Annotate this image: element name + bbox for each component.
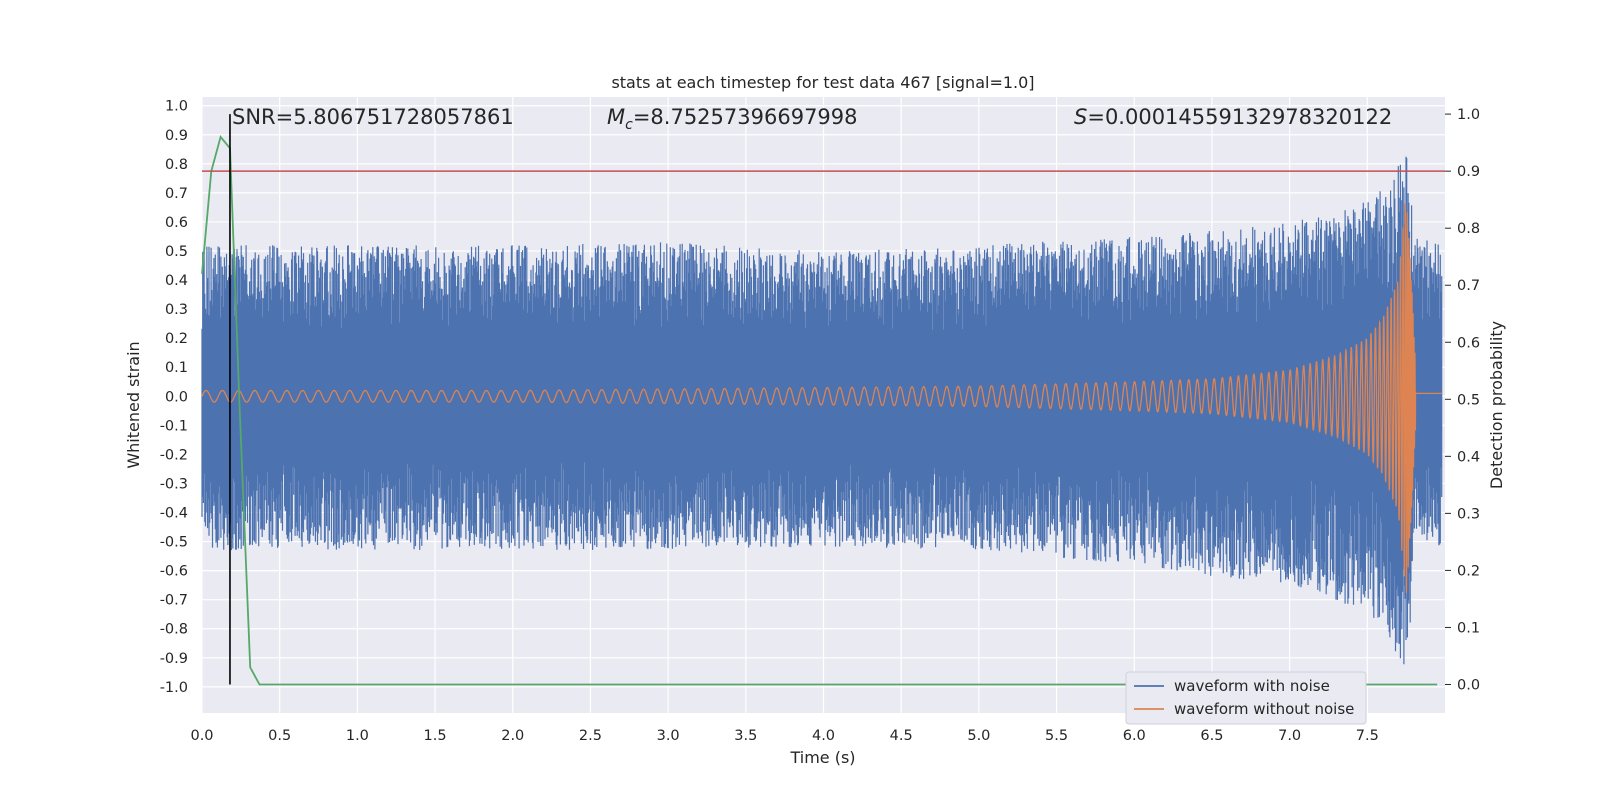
y-tick-label: 0.4 — [165, 273, 188, 289]
waveform-with-noise-series — [201, 156, 1443, 665]
chirp-mass-symbol: M — [607, 105, 625, 129]
x-tick-label: 0.5 — [268, 728, 291, 744]
y2-tick-label: 0.4 — [1457, 449, 1480, 465]
y-tick-label: -0.4 — [160, 506, 188, 522]
legend-box — [1125, 671, 1367, 725]
y-tick-label: 0.6 — [165, 215, 188, 231]
s-value: =0.00014559132978320122 — [1087, 105, 1392, 129]
s-annotation: S=0.00014559132978320122 — [1074, 105, 1392, 129]
y-tick-label: -0.7 — [160, 593, 188, 609]
y2-tick-label: 0.5 — [1457, 392, 1480, 408]
x-axis-label: Time (s) — [789, 748, 855, 767]
y2-tick-label: 0.0 — [1457, 677, 1480, 693]
x-tick-label: 2.0 — [501, 728, 524, 744]
y2-tick-label: 0.2 — [1457, 563, 1480, 579]
y2-tick-label: 0.6 — [1457, 335, 1480, 351]
legend-label-clean: waveform without noise — [1174, 700, 1354, 718]
y-tick-label: -0.9 — [160, 651, 188, 667]
x-tick-label: 2.5 — [579, 728, 602, 744]
y-tick-label: 0.7 — [165, 186, 188, 202]
y-tick-label: -0.5 — [160, 535, 188, 551]
legend-label-noise: waveform with noise — [1174, 677, 1330, 695]
y-tick-label: 0.2 — [165, 331, 188, 347]
x-tick-label: 5.5 — [1045, 728, 1068, 744]
y-tick-label: -0.2 — [160, 447, 188, 463]
x-axis-ticks: 0.0 0.5 1.0 1.5 2.0 2.5 3.0 3.5 4.0 4.5 5.0 5.5 6.0 6… — [190, 728, 1378, 744]
y-tick-label: 0.1 — [165, 360, 188, 376]
x-tick-label: 7.0 — [1278, 728, 1301, 744]
chirp-mass-value: =8.75257396697998 — [633, 105, 858, 129]
snr-annotation: SNR=5.806751728057861 — [232, 105, 514, 129]
x-tick-label: 6.0 — [1123, 728, 1146, 744]
waveform-without-noise-line — [201, 203, 1442, 593]
y-tick-label: 1.0 — [165, 99, 188, 115]
y-tick-label: 0.5 — [165, 244, 188, 260]
y-axis-label: Whitened strain — [124, 341, 143, 468]
reference-lines — [202, 114, 1445, 685]
y-tick-label: -0.1 — [160, 418, 188, 434]
y-tick-label: -1.0 — [160, 680, 188, 696]
chirp-mass-subscript: c — [625, 117, 633, 133]
y2-tick-label: 0.3 — [1457, 506, 1480, 522]
y2-tick-label: 1.0 — [1457, 107, 1480, 123]
y-tick-label: -0.6 — [160, 564, 188, 580]
y-tick-label: -0.8 — [160, 622, 188, 638]
y2-tick-label: 0.9 — [1457, 164, 1480, 180]
x-tick-label: 3.0 — [657, 728, 680, 744]
y2-axis-ticks: 1.0 0.9 0.8 0.7 0.6 0.5 0.4 0.3 0.2 0.1 0.0 — [1445, 107, 1480, 693]
x-tick-label: 7.5 — [1356, 728, 1379, 744]
waveform-without-noise-series — [201, 203, 1442, 593]
y2-tick-label: 0.8 — [1457, 221, 1480, 237]
x-tick-label: 4.5 — [890, 728, 913, 744]
x-tick-label: 3.5 — [734, 728, 757, 744]
x-tick-label: 1.0 — [346, 728, 369, 744]
y-tick-label: 0.9 — [165, 128, 188, 144]
y-tick-label: 0.0 — [165, 389, 188, 405]
chart-title: stats at each timestep for test data 467… — [611, 73, 1034, 92]
y2-tick-label: 0.1 — [1457, 620, 1480, 636]
legend: waveform with noise waveform without noi… — [1125, 671, 1367, 725]
chirp-mass-annotation: Mc=8.75257396697998 — [607, 105, 858, 133]
y2-axis-label: Detection probability — [1487, 321, 1506, 489]
x-tick-label: 4.0 — [812, 728, 835, 744]
waveform-with-noise-line — [201, 156, 1443, 665]
y2-tick-label: 0.7 — [1457, 278, 1480, 294]
detection-probability-series — [201, 134, 1438, 686]
x-tick-label: 6.5 — [1200, 728, 1223, 744]
x-tick-label: 0.0 — [190, 728, 213, 744]
x-tick-label: 5.0 — [967, 728, 990, 744]
s-symbol: S — [1074, 105, 1087, 129]
detection-probability-line — [201, 134, 1438, 686]
y-axis-ticks: 1.0 0.9 0.8 0.7 0.6 0.5 0.4 0.3 0.2 0.1 0.0 -0.1 -0.… — [160, 99, 188, 696]
x-tick-label: 1.5 — [424, 728, 447, 744]
y-tick-label: 0.3 — [165, 302, 188, 318]
y-tick-label: 0.8 — [165, 157, 188, 173]
y-tick-label: -0.3 — [160, 476, 188, 492]
